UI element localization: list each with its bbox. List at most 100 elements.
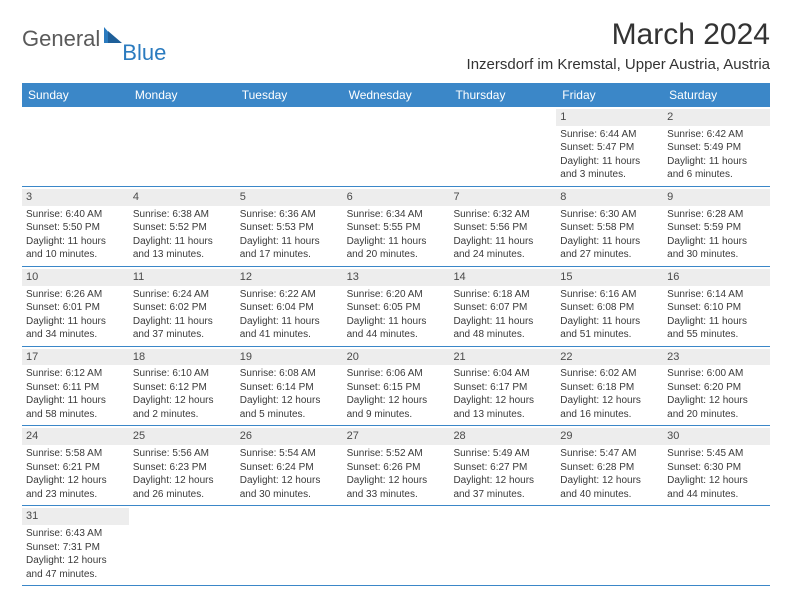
daylight-text-2: and 23 minutes. xyxy=(26,488,125,502)
daylight-text-2: and 27 minutes. xyxy=(560,248,659,262)
weekday-header: Monday xyxy=(129,83,236,107)
weekday-header: Wednesday xyxy=(343,83,450,107)
day-number: 21 xyxy=(449,349,556,366)
daylight-text-1: Daylight: 12 hours xyxy=(560,474,659,488)
daylight-text-1: Daylight: 11 hours xyxy=(26,315,125,329)
day-cell: 10Sunrise: 6:26 AMSunset: 6:01 PMDayligh… xyxy=(22,267,129,346)
daylight-text-2: and 6 minutes. xyxy=(667,168,766,182)
day-cell-empty xyxy=(236,506,343,585)
sunset-text: Sunset: 6:15 PM xyxy=(347,381,446,395)
day-cell: 1Sunrise: 6:44 AMSunset: 5:47 PMDaylight… xyxy=(556,107,663,186)
day-cell: 23Sunrise: 6:00 AMSunset: 6:20 PMDayligh… xyxy=(663,347,770,426)
sunset-text: Sunset: 6:26 PM xyxy=(347,461,446,475)
daylight-text-1: Daylight: 11 hours xyxy=(26,235,125,249)
week-row: 24Sunrise: 5:58 AMSunset: 6:21 PMDayligh… xyxy=(22,426,770,506)
logo-text-general: General xyxy=(22,26,100,52)
daylight-text-1: Daylight: 12 hours xyxy=(453,394,552,408)
sunset-text: Sunset: 5:58 PM xyxy=(560,221,659,235)
calendar: SundayMondayTuesdayWednesdayThursdayFrid… xyxy=(22,83,770,586)
day-cell: 11Sunrise: 6:24 AMSunset: 6:02 PMDayligh… xyxy=(129,267,236,346)
daylight-text-1: Daylight: 12 hours xyxy=(133,394,232,408)
day-cell: 18Sunrise: 6:10 AMSunset: 6:12 PMDayligh… xyxy=(129,347,236,426)
day-number: 16 xyxy=(663,269,770,286)
daylight-text-1: Daylight: 11 hours xyxy=(240,315,339,329)
day-cell-empty xyxy=(236,107,343,186)
daylight-text-2: and 48 minutes. xyxy=(453,328,552,342)
day-cell: 2Sunrise: 6:42 AMSunset: 5:49 PMDaylight… xyxy=(663,107,770,186)
sunset-text: Sunset: 5:59 PM xyxy=(667,221,766,235)
sunset-text: Sunset: 6:30 PM xyxy=(667,461,766,475)
sunrise-text: Sunrise: 6:43 AM xyxy=(26,527,125,541)
daylight-text-1: Daylight: 12 hours xyxy=(560,394,659,408)
sunset-text: Sunset: 5:56 PM xyxy=(453,221,552,235)
title-block: March 2024 Inzersdorf im Kremstal, Upper… xyxy=(467,18,770,73)
sunset-text: Sunset: 6:27 PM xyxy=(453,461,552,475)
day-number: 30 xyxy=(663,428,770,445)
sunset-text: Sunset: 6:21 PM xyxy=(26,461,125,475)
sunset-text: Sunset: 5:53 PM xyxy=(240,221,339,235)
day-cell-empty xyxy=(129,506,236,585)
day-cell: 29Sunrise: 5:47 AMSunset: 6:28 PMDayligh… xyxy=(556,426,663,505)
sunset-text: Sunset: 7:31 PM xyxy=(26,541,125,555)
weekday-header-row: SundayMondayTuesdayWednesdayThursdayFrid… xyxy=(22,83,770,107)
day-number: 31 xyxy=(22,508,129,525)
day-number: 29 xyxy=(556,428,663,445)
daylight-text-1: Daylight: 12 hours xyxy=(240,394,339,408)
sunrise-text: Sunrise: 6:36 AM xyxy=(240,208,339,222)
daylight-text-2: and 58 minutes. xyxy=(26,408,125,422)
sunset-text: Sunset: 6:04 PM xyxy=(240,301,339,315)
day-cell: 21Sunrise: 6:04 AMSunset: 6:17 PMDayligh… xyxy=(449,347,556,426)
daylight-text-1: Daylight: 11 hours xyxy=(453,235,552,249)
daylight-text-2: and 3 minutes. xyxy=(560,168,659,182)
day-number: 14 xyxy=(449,269,556,286)
day-number: 19 xyxy=(236,349,343,366)
day-cell: 28Sunrise: 5:49 AMSunset: 6:27 PMDayligh… xyxy=(449,426,556,505)
daylight-text-2: and 5 minutes. xyxy=(240,408,339,422)
day-cell: 24Sunrise: 5:58 AMSunset: 6:21 PMDayligh… xyxy=(22,426,129,505)
daylight-text-1: Daylight: 11 hours xyxy=(240,235,339,249)
daylight-text-1: Daylight: 11 hours xyxy=(133,235,232,249)
week-row: 10Sunrise: 6:26 AMSunset: 6:01 PMDayligh… xyxy=(22,267,770,347)
daylight-text-2: and 47 minutes. xyxy=(26,568,125,582)
day-number: 26 xyxy=(236,428,343,445)
week-row: 31Sunrise: 6:43 AMSunset: 7:31 PMDayligh… xyxy=(22,506,770,586)
day-cell-empty xyxy=(343,506,450,585)
daylight-text-1: Daylight: 11 hours xyxy=(560,315,659,329)
sunrise-text: Sunrise: 6:24 AM xyxy=(133,288,232,302)
day-cell: 15Sunrise: 6:16 AMSunset: 6:08 PMDayligh… xyxy=(556,267,663,346)
daylight-text-2: and 24 minutes. xyxy=(453,248,552,262)
day-cell: 30Sunrise: 5:45 AMSunset: 6:30 PMDayligh… xyxy=(663,426,770,505)
week-row: 17Sunrise: 6:12 AMSunset: 6:11 PMDayligh… xyxy=(22,347,770,427)
day-cell: 5 Sunrise: 6:36 AMSunset: 5:53 PMDaylight… xyxy=(236,187,343,266)
sunset-text: Sunset: 6:14 PM xyxy=(240,381,339,395)
day-number: 5 xyxy=(236,189,343,206)
day-cell: 4Sunrise: 6:38 AMSunset: 5:52 PMDaylight… xyxy=(129,187,236,266)
daylight-text-2: and 41 minutes. xyxy=(240,328,339,342)
daylight-text-1: Daylight: 12 hours xyxy=(26,474,125,488)
sunset-text: Sunset: 5:55 PM xyxy=(347,221,446,235)
day-number: 12 xyxy=(236,269,343,286)
day-number: 4 xyxy=(129,189,236,206)
sunset-text: Sunset: 6:24 PM xyxy=(240,461,339,475)
weekday-header: Saturday xyxy=(663,83,770,107)
day-cell-empty xyxy=(129,107,236,186)
sunset-text: Sunset: 6:12 PM xyxy=(133,381,232,395)
sunrise-text: Sunrise: 6:40 AM xyxy=(26,208,125,222)
daylight-text-2: and 20 minutes. xyxy=(347,248,446,262)
daylight-text-2: and 44 minutes. xyxy=(667,488,766,502)
daylight-text-1: Daylight: 11 hours xyxy=(560,235,659,249)
logo-text-blue: Blue xyxy=(122,40,166,66)
daylight-text-2: and 13 minutes. xyxy=(453,408,552,422)
daylight-text-2: and 37 minutes. xyxy=(453,488,552,502)
sunset-text: Sunset: 6:28 PM xyxy=(560,461,659,475)
daylight-text-1: Daylight: 11 hours xyxy=(133,315,232,329)
sunrise-text: Sunrise: 6:12 AM xyxy=(26,367,125,381)
daylight-text-2: and 55 minutes. xyxy=(667,328,766,342)
sunset-text: Sunset: 6:17 PM xyxy=(453,381,552,395)
day-cell-empty xyxy=(449,107,556,186)
day-number: 23 xyxy=(663,349,770,366)
day-cell-empty xyxy=(22,107,129,186)
sunrise-text: Sunrise: 6:02 AM xyxy=(560,367,659,381)
daylight-text-2: and 33 minutes. xyxy=(347,488,446,502)
sunrise-text: Sunrise: 6:38 AM xyxy=(133,208,232,222)
